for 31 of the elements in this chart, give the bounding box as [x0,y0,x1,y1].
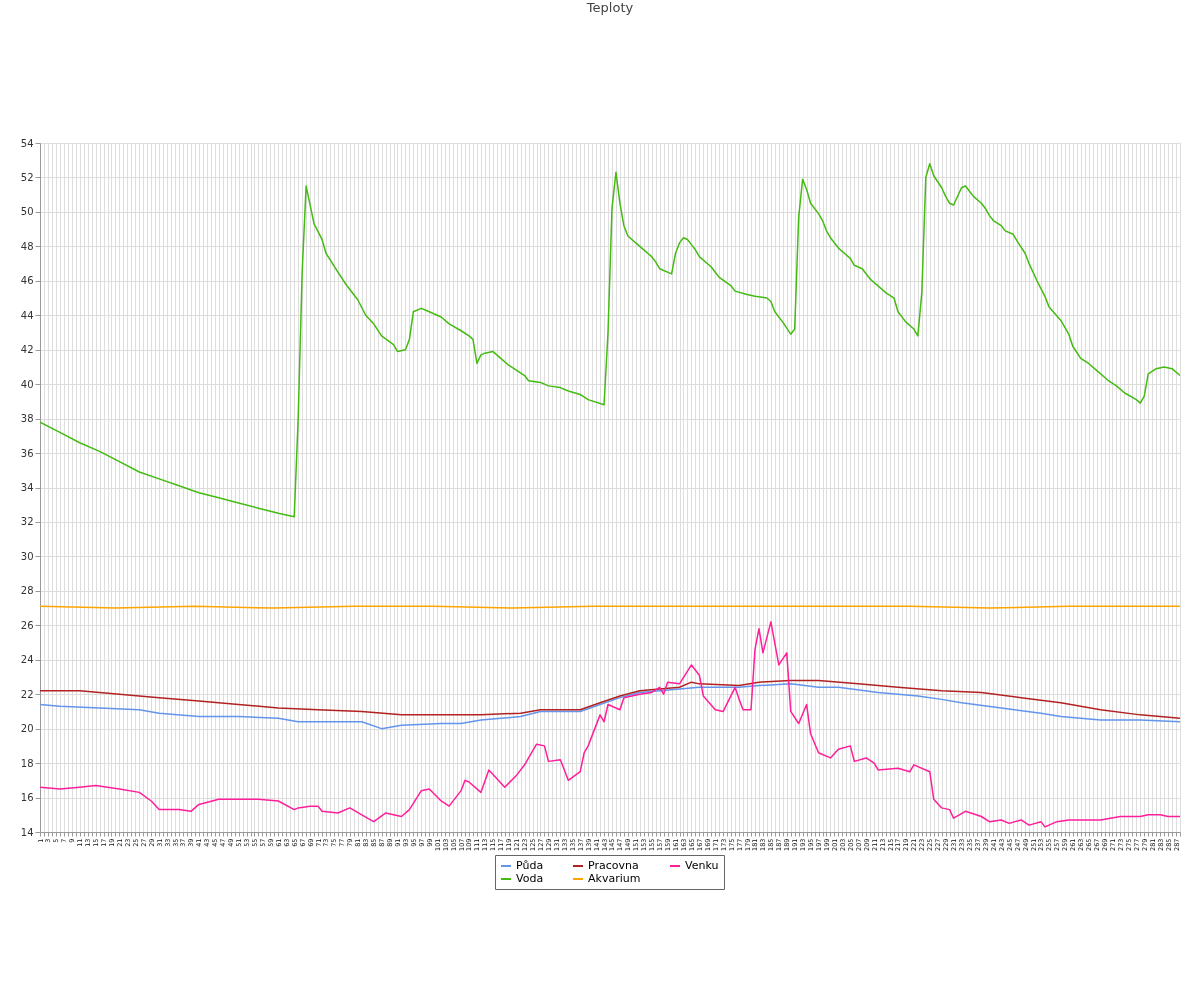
y-tick-label: 50 [20,206,34,218]
line-series [40,621,1180,828]
y-tick-label: 42 [20,344,34,356]
legend-label: Pracovna [588,859,639,872]
legend-label: Voda [516,872,544,885]
y-tick-label: 36 [20,447,34,459]
line-series [40,683,1180,730]
y-tick-label: 14 [20,826,34,838]
legend-label: Půda [516,859,544,872]
line-series [40,679,1180,720]
y-tick-label: 52 [20,171,34,183]
y-tick-label: 34 [20,482,34,493]
y-tick-label: 26 [20,619,34,631]
line-series [40,162,1180,518]
y-tick-label: 54 [20,137,34,149]
y-tick-label: 48 [20,240,34,252]
chart-title: Teploty [585,0,634,15]
y-tick-label: 46 [20,275,34,287]
y-tick-label: 44 [20,309,34,321]
y-tick-label: 38 [20,413,34,425]
y-tick-label: 30 [20,550,34,562]
legend-label: Venku [685,859,719,872]
y-tick-label: 24 [20,654,34,666]
y-tick-label: 22 [20,688,34,700]
legend-label: Akvarium [588,872,641,885]
y-tick-label: 40 [20,378,34,390]
y-tick-label: 20 [20,723,34,735]
y-tick-label: 28 [20,585,34,597]
y-tick-label: 32 [20,516,34,528]
y-tick-label: 16 [20,792,34,804]
y-tick-label: 18 [20,757,34,769]
